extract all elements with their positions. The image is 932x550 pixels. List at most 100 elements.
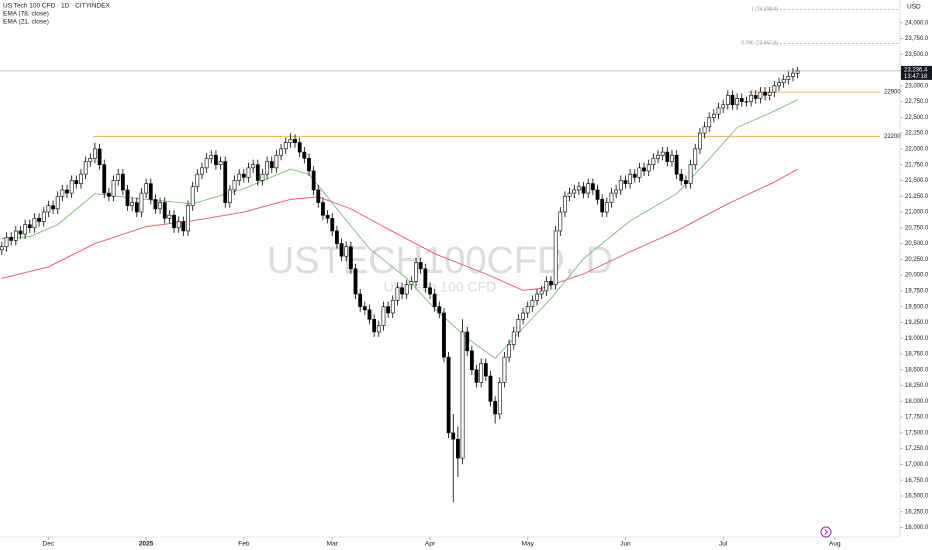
candle-body <box>735 98 740 106</box>
candle-body <box>0 246 4 251</box>
candle-body <box>670 154 674 162</box>
level-label: 22900 <box>884 90 901 96</box>
y-tick-label: 18,250.0 <box>905 383 929 389</box>
candle-body <box>400 287 404 295</box>
candle-body <box>223 161 228 203</box>
y-tick-label: 17,250.0 <box>905 446 929 452</box>
currency-label: USD <box>907 4 921 11</box>
candle-body <box>516 318 521 333</box>
candle-body <box>674 154 679 175</box>
candle-body <box>488 375 493 402</box>
y-tick-label: 20,250.0 <box>905 257 929 263</box>
candle-body <box>432 293 437 307</box>
candle-body <box>632 173 637 178</box>
candle-body <box>558 211 563 232</box>
candle-body <box>93 148 97 159</box>
candle-body <box>139 192 144 213</box>
candle-body <box>767 91 772 96</box>
candle-body <box>307 158 311 172</box>
candle-body <box>535 293 539 301</box>
y-tick-label: 16,750.0 <box>905 478 929 484</box>
candle-body <box>51 205 55 210</box>
candle-body <box>590 183 595 191</box>
x-tick-label: Mar <box>327 541 339 548</box>
candle-body <box>65 189 69 194</box>
y-tick-label: 18,750.0 <box>905 352 929 358</box>
candle-body <box>795 70 800 74</box>
x-tick-label: May <box>522 541 535 548</box>
candle-body <box>302 151 307 159</box>
candle-body <box>102 164 107 194</box>
candle-body <box>483 363 488 377</box>
candle-body <box>316 189 321 203</box>
candle-body <box>321 202 325 216</box>
candle-body <box>530 300 535 307</box>
logo-icon[interactable] <box>820 526 832 538</box>
candle-body <box>744 101 749 103</box>
y-tick-label: 16,500.0 <box>905 494 929 500</box>
candle-body <box>23 224 28 235</box>
candle-body <box>335 230 339 244</box>
candle-body <box>418 262 423 270</box>
candle-body <box>577 186 581 191</box>
candle-body <box>409 281 414 285</box>
candle-body <box>763 91 767 96</box>
candle-body <box>241 173 246 178</box>
candle-body <box>46 205 51 213</box>
candle-body <box>456 438 460 459</box>
candle-body <box>176 221 181 229</box>
candle-body <box>144 183 149 194</box>
candle-body <box>265 161 270 175</box>
candle-body <box>41 211 46 222</box>
candle-body <box>4 236 9 248</box>
candle-body <box>753 94 758 99</box>
candle-body <box>120 173 125 191</box>
candle-body <box>32 218 37 229</box>
candle-body <box>283 142 288 150</box>
candle-body <box>442 312 446 358</box>
chart-title: US Tech 100 CFD · 1D · CITYINDEX <box>3 3 110 10</box>
candle-body <box>111 180 116 197</box>
candle-body <box>83 161 88 175</box>
y-tick-label: 24,000.0 <box>905 20 929 26</box>
candle-body <box>367 309 372 320</box>
candle-body <box>609 192 614 203</box>
candle-body <box>37 218 41 222</box>
candle-body <box>362 306 367 311</box>
candle-body <box>739 98 744 102</box>
x-tick-label: Apr <box>425 541 436 548</box>
candle-body <box>88 158 93 162</box>
y-tick-label: 19,250.0 <box>905 320 929 326</box>
candle-body <box>711 113 716 118</box>
candle-body <box>721 104 726 109</box>
candle-body <box>553 230 558 285</box>
y-tick-label: 23,750.0 <box>905 36 929 42</box>
candle-body <box>204 158 209 169</box>
candle-body <box>777 82 781 87</box>
candle-body <box>600 199 605 213</box>
candle-body <box>758 91 763 99</box>
y-tick-label: 21,000.0 <box>905 210 929 216</box>
candle-body <box>525 306 530 314</box>
candle-body <box>628 173 632 184</box>
candle-body <box>656 154 660 159</box>
candle-body <box>376 325 381 333</box>
candle-body <box>404 284 409 295</box>
x-tick-label: Jun <box>620 541 631 548</box>
candle-body <box>651 158 656 165</box>
candle-body <box>749 94 753 102</box>
candle-body <box>423 268 428 289</box>
candle-body <box>381 306 386 326</box>
candle-body <box>665 151 670 162</box>
fib-label: 1 (24,208.4) <box>751 6 778 12</box>
ema-line <box>1 168 798 291</box>
candle-body <box>414 262 418 282</box>
candle-body <box>684 180 688 184</box>
candle-body <box>623 180 628 184</box>
candle-body <box>791 72 795 77</box>
candle-body <box>521 312 525 320</box>
candle-body <box>469 350 474 371</box>
y-tick-label: 19,750.0 <box>905 288 929 294</box>
candle-body <box>79 173 83 184</box>
